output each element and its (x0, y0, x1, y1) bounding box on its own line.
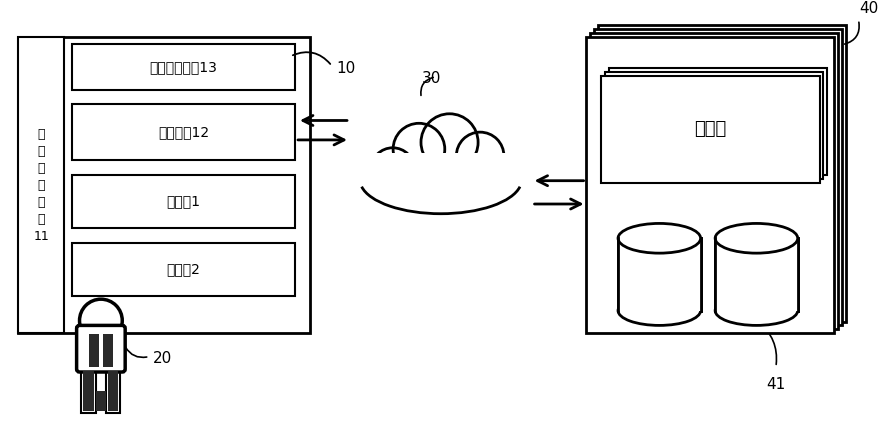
Circle shape (371, 148, 414, 191)
Bar (609, 68, 827, 175)
Text: 处理器2: 处理器2 (166, 263, 201, 277)
Ellipse shape (618, 224, 700, 253)
Bar (107, 371, 119, 411)
Bar (594, 29, 842, 326)
Bar (715, 238, 797, 311)
Bar (601, 76, 819, 183)
Ellipse shape (618, 296, 700, 326)
Ellipse shape (715, 224, 797, 253)
Bar (96, 392, 106, 411)
Bar (103, 334, 113, 367)
Ellipse shape (715, 296, 797, 326)
Bar (618, 238, 700, 311)
Bar (84, 371, 94, 411)
Bar (72, 44, 295, 90)
Bar (89, 334, 99, 367)
Bar (618, 238, 700, 311)
Circle shape (79, 299, 122, 342)
Circle shape (421, 114, 478, 171)
Circle shape (393, 123, 444, 175)
Bar (72, 243, 295, 296)
Text: 处理器1: 处理器1 (166, 194, 201, 209)
Bar (106, 369, 121, 413)
Bar (72, 175, 295, 228)
Text: 服务器: 服务器 (694, 120, 726, 138)
Text: 40: 40 (860, 0, 878, 15)
Bar (72, 104, 295, 160)
Text: 20: 20 (153, 351, 172, 366)
Circle shape (457, 132, 504, 180)
Bar (82, 369, 96, 413)
Bar (590, 33, 838, 329)
Bar (356, 153, 526, 214)
Bar (18, 37, 310, 333)
Text: 人
机
交
互
界
面
11: 人 机 交 互 界 面 11 (33, 128, 49, 242)
Text: 通信接口12: 通信接口12 (158, 125, 209, 139)
Text: 30: 30 (422, 71, 441, 87)
Bar (715, 238, 797, 311)
FancyBboxPatch shape (77, 326, 125, 372)
Circle shape (366, 109, 515, 257)
Text: 音频采集模块13: 音频采集模块13 (150, 60, 217, 74)
Bar (605, 72, 824, 179)
Bar (18, 37, 64, 333)
Bar (598, 26, 846, 322)
Circle shape (483, 157, 521, 195)
Text: 10: 10 (336, 61, 356, 76)
Bar (586, 37, 834, 333)
Text: 41: 41 (766, 377, 786, 392)
